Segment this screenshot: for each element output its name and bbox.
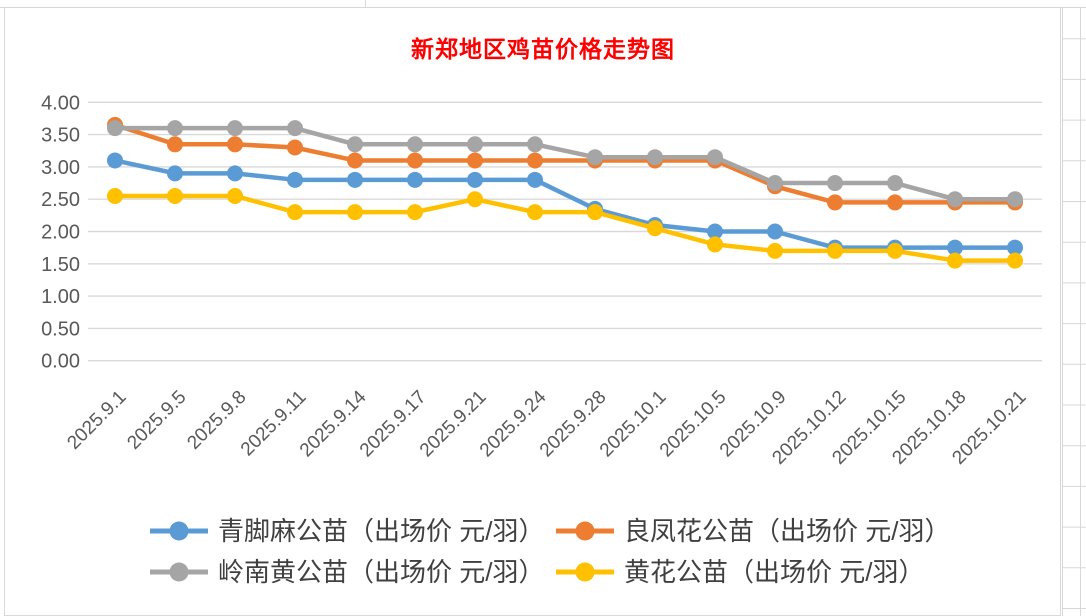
legend-marker-dot [575, 562, 595, 582]
data-point-marker [287, 120, 303, 137]
legend-item-0[interactable]: 青脚麻公苗（出场价 元/羽） [150, 516, 544, 546]
x-tick-label: 2025.9.5 [123, 387, 190, 454]
y-tick-label: 1.00 [41, 286, 80, 308]
data-point-marker [647, 220, 663, 237]
data-point-marker [467, 136, 483, 153]
series-line [115, 125, 1015, 202]
x-tick-label: 2025.9.1 [63, 387, 130, 454]
data-point-marker [887, 242, 903, 259]
plot-gridlines [88, 101, 1042, 362]
legend-item-3[interactable]: 黄花公苗（出场价 元/羽） [556, 557, 924, 587]
legend-label: 青脚麻公苗（出场价 元/羽） [218, 516, 544, 546]
data-point-marker [167, 165, 183, 182]
chart-frame[interactable] [4, 7, 1061, 616]
series-3[interactable] [107, 187, 1023, 269]
data-point-marker [347, 204, 363, 221]
data-point-marker [767, 223, 783, 240]
data-point-marker [767, 175, 783, 192]
data-point-marker [527, 204, 543, 221]
data-point-marker [1007, 252, 1023, 269]
y-tick-label: 0.00 [41, 351, 80, 373]
data-point-marker [467, 152, 483, 169]
legend-label: 良凤花公苗（出场价 元/羽） [624, 516, 950, 546]
series-line [115, 193, 1015, 263]
legend-label: 岭南黄公苗（出场价 元/羽） [218, 557, 544, 587]
data-point-marker [287, 171, 303, 188]
legend-item-1[interactable]: 良凤花公苗（出场价 元/羽） [556, 516, 950, 546]
data-point-marker [227, 187, 243, 204]
data-point-marker [827, 242, 843, 259]
data-point-marker [287, 139, 303, 156]
data-point-marker [107, 152, 123, 169]
data-point-marker [587, 204, 603, 221]
data-point-marker [1007, 239, 1023, 256]
data-point-marker [167, 136, 183, 153]
data-point-marker [347, 171, 363, 188]
data-point-marker [527, 136, 543, 153]
legend-item-2[interactable]: 岭南黄公苗（出场价 元/羽） [150, 557, 544, 587]
data-point-marker [947, 239, 963, 256]
data-point-marker [767, 242, 783, 259]
data-point-marker [827, 175, 843, 192]
data-point-marker [527, 152, 543, 169]
chart-title: 新郑地区鸡苗价格走势图 [411, 37, 675, 62]
x-axis-labels: 2025.9.12025.9.52025.9.82025.9.112025.9.… [63, 386, 1030, 468]
y-tick-label: 2.50 [41, 189, 80, 211]
data-point-marker [167, 187, 183, 204]
chart-legend: 青脚麻公苗（出场价 元/羽） 良凤花公苗（出场价 元/羽） 岭南黄公苗（出场价 元/… [150, 516, 950, 587]
legend-marker-dot [169, 521, 189, 541]
series-2[interactable] [107, 120, 1023, 208]
y-tick-label: 3.50 [41, 125, 80, 147]
data-point-marker [407, 171, 423, 188]
data-point-marker [467, 171, 483, 188]
data-point-marker [107, 120, 123, 137]
data-point-marker [227, 165, 243, 182]
data-point-marker [707, 149, 723, 166]
legend-label: 黄花公苗（出场价 元/羽） [624, 557, 924, 587]
data-point-marker [887, 175, 903, 192]
data-point-marker [1007, 191, 1023, 208]
data-point-marker [527, 171, 543, 188]
data-point-marker [707, 236, 723, 253]
data-point-marker [407, 136, 423, 153]
y-tick-label: 1.50 [41, 254, 80, 276]
data-point-marker [947, 252, 963, 269]
y-axis-labels: 0.00 0.50 1.00 1.50 2.00 2.50 3.00 3.50 4.00 [41, 92, 80, 372]
data-point-marker [887, 194, 903, 211]
legend-marker-dot [169, 562, 189, 582]
data-point-marker [227, 136, 243, 153]
y-tick-label: 0.50 [41, 318, 80, 340]
y-tick-label: 2.00 [41, 222, 80, 244]
data-point-marker [407, 152, 423, 169]
data-point-marker [107, 187, 123, 204]
data-point-marker [347, 136, 363, 153]
data-point-marker [587, 149, 603, 166]
legend-marker-dot [575, 521, 595, 541]
data-point-marker [647, 149, 663, 166]
data-point-marker [287, 204, 303, 221]
data-point-marker [707, 223, 723, 240]
data-point-marker [227, 120, 243, 137]
y-tick-label: 4.00 [41, 92, 80, 114]
data-point-marker [947, 191, 963, 208]
data-point-marker [407, 204, 423, 221]
data-point-marker [467, 191, 483, 208]
series-line [114, 122, 1015, 205]
series-line [114, 158, 1015, 250]
data-point-marker [347, 152, 363, 169]
data-point-marker [167, 120, 183, 137]
y-tick-label: 3.00 [41, 157, 80, 179]
data-point-marker [827, 194, 843, 211]
